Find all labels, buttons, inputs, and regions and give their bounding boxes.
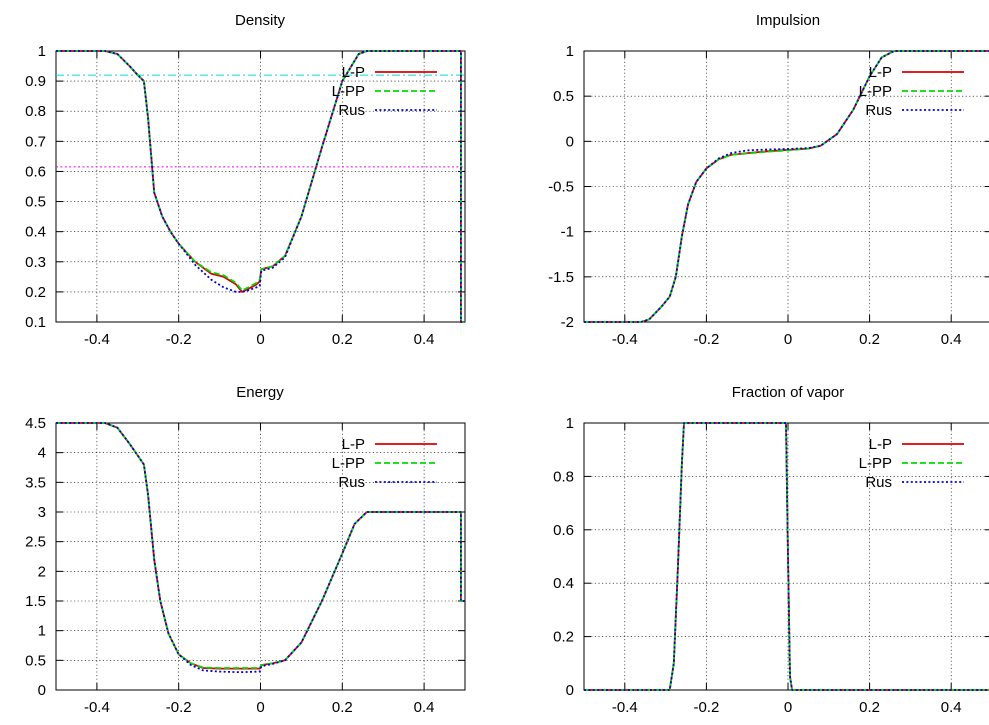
energy-y-tick-label: 3.5 — [25, 474, 46, 491]
density-y-tick-label: 0.1 — [25, 314, 46, 331]
fraction-of-vapor-series-l-pp-line — [584, 422, 989, 691]
density-y-tick-label: 0.2 — [25, 284, 46, 301]
density-title: Density — [235, 12, 286, 29]
fraction-of-vapor-y-tick-label: 0 — [566, 682, 574, 699]
legend-label-rus: Rus — [338, 474, 365, 491]
legend-label-l-pp: L-PP — [332, 83, 365, 100]
energy-x-tick-label: 0.4 — [414, 699, 435, 716]
density-x-tick-label: 0.2 — [332, 331, 353, 348]
legend-label-l-pp: L-PP — [859, 455, 892, 472]
density-y-tick-label: 0.6 — [25, 163, 46, 180]
legend-label-l-p: L-P — [342, 64, 365, 81]
density-x-tick-label: 0 — [256, 331, 264, 348]
energy-y-tick-label: 0 — [38, 682, 46, 699]
density-y-tick-label: 0.8 — [25, 103, 46, 120]
energy-series-rus-line — [56, 422, 465, 674]
fraction-of-vapor-x-tick-label: 0 — [784, 699, 792, 716]
fraction-of-vapor-y-tick-label: 0.6 — [553, 522, 574, 539]
energy-y-tick-label: 0.5 — [25, 652, 46, 669]
energy-y-tick-label: 4.5 — [25, 415, 46, 432]
energy-x-tick-label: -0.2 — [166, 699, 192, 716]
density-panel: Density -0.4 -0.2 0 0.2 0.4 0.1 0.2 0.3 0.4 0.5 0.… — [25, 12, 466, 348]
energy-x-tick-label: 0 — [256, 699, 264, 716]
impulsion-y-tick-label: -0.5 — [548, 179, 574, 196]
legend-label-l-p: L-P — [869, 64, 892, 81]
impulsion-y-tick-label: 0.5 — [553, 88, 574, 105]
density-y-tick-label: 0.5 — [25, 194, 46, 211]
impulsion-panel: Impulsion -0.4 -0.2 0 0.2 0.4 -2 -1.5 -1 -0.5 0 0.… — [548, 12, 989, 348]
energy-y-tick-label: 2 — [38, 563, 46, 580]
impulsion-series-l-pp-line — [584, 50, 989, 323]
impulsion-x-tick-label: -0.4 — [612, 331, 638, 348]
energy-y-tick-label: 1.5 — [25, 593, 46, 610]
impulsion-x-tick-label: -0.2 — [693, 331, 719, 348]
energy-panel: Energy -0.4 -0.2 0 0.2 0.4 0 0.5 1 1.5 2 2.5 3 3.5 4 4… — [25, 384, 466, 716]
impulsion-y-tick-label: -1.5 — [548, 269, 574, 286]
fraction-of-vapor-panel: Fraction of vapor -0.4 -0.2 0 0.2 0.4 0 0.2 0.4… — [553, 384, 989, 716]
legend-label-rus: Rus — [865, 102, 892, 119]
density-y-tick-label: 0.9 — [25, 73, 46, 90]
legend-label-l-pp: L-PP — [859, 83, 892, 100]
impulsion-y-tick-label: 1 — [566, 43, 574, 60]
energy-y-tick-label: 4 — [38, 445, 46, 462]
impulsion-series-rus-line — [584, 50, 989, 323]
impulsion-x-tick-label: 0.4 — [941, 331, 962, 348]
legend-label-l-p: L-P — [342, 436, 365, 453]
impulsion-x-tick-label: 0 — [784, 331, 792, 348]
density-x-tick-label: 0.4 — [414, 331, 435, 348]
fraction-of-vapor-x-tick-label: 0.4 — [941, 699, 962, 716]
fraction-of-vapor-y-tick-label: 0.2 — [553, 629, 574, 646]
fraction-of-vapor-plot: -0.4 -0.2 0 0.2 0.4 0 0.2 0.4 0.6 0.8 1 L-P L-PP Rus — [553, 415, 989, 716]
fraction-of-vapor-x-tick-label: -0.4 — [612, 699, 638, 716]
density-y-tick-label: 0.3 — [25, 254, 46, 271]
legend-label-l-pp: L-PP — [332, 455, 365, 472]
density-x-tick-label: -0.4 — [84, 331, 110, 348]
energy-y-tick-label: 2.5 — [25, 534, 46, 551]
energy-x-tick-label: -0.4 — [84, 699, 110, 716]
density-plot: -0.4 -0.2 0 0.2 0.4 0.1 0.2 0.3 0.4 0.5 0.6 0.7 0.8 0… — [25, 43, 466, 348]
impulsion-y-tick-label: -2 — [561, 314, 574, 331]
density-y-tick-label: 0.7 — [25, 133, 46, 150]
fraction-of-vapor-title: Fraction of vapor — [732, 384, 845, 401]
energy-x-tick-label: 0.2 — [332, 699, 353, 716]
legend-label-rus: Rus — [865, 474, 892, 491]
energy-plot: -0.4 -0.2 0 0.2 0.4 0 0.5 1 1.5 2 2.5 3 3.5 4 4.5 L-P L-… — [25, 415, 466, 716]
density-x-tick-label: -0.2 — [166, 331, 192, 348]
density-series-rus-line — [56, 50, 465, 323]
fraction-of-vapor-y-tick-label: 1 — [566, 415, 574, 432]
legend-label-l-p: L-P — [869, 436, 892, 453]
impulsion-title: Impulsion — [756, 12, 820, 29]
fraction-of-vapor-x-tick-label: 0.2 — [859, 699, 880, 716]
density-y-tick-label: 1 — [38, 43, 46, 60]
fraction-of-vapor-x-tick-label: -0.2 — [693, 699, 719, 716]
legend-label-rus: Rus — [338, 102, 365, 119]
impulsion-x-tick-label: 0.2 — [859, 331, 880, 348]
energy-title: Energy — [236, 384, 284, 401]
fraction-of-vapor-y-tick-label: 0.4 — [553, 575, 574, 592]
density-y-tick-label: 0.4 — [25, 224, 46, 241]
energy-y-tick-label: 1 — [38, 623, 46, 640]
impulsion-y-tick-label: -1 — [561, 224, 574, 241]
energy-series-l-pp-line — [56, 422, 465, 669]
fraction-of-vapor-y-tick-label: 0.8 — [553, 468, 574, 485]
energy-y-tick-label: 3 — [38, 504, 46, 521]
impulsion-plot: -0.4 -0.2 0 0.2 0.4 -2 -1.5 -1 -0.5 0 0.5 1 L-P L-PP R… — [548, 43, 989, 348]
impulsion-y-tick-label: 0 — [566, 133, 574, 150]
